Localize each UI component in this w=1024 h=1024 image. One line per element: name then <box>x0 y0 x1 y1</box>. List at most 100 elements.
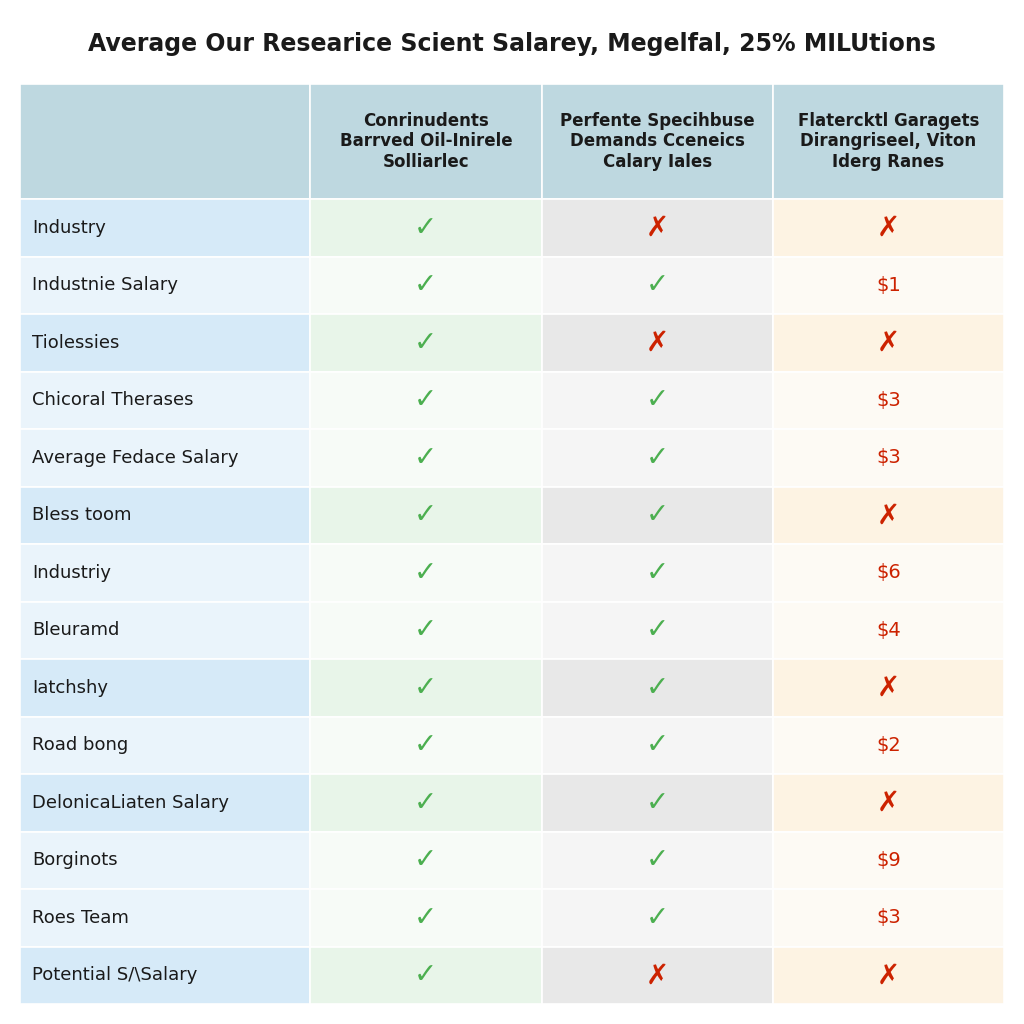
Text: ✓: ✓ <box>645 386 669 415</box>
Bar <box>542 717 773 774</box>
Bar <box>20 314 310 372</box>
Bar <box>310 486 542 544</box>
Bar <box>773 659 1004 717</box>
Bar <box>20 84 310 199</box>
Bar <box>20 372 310 429</box>
Bar <box>542 659 773 717</box>
Text: Roes Team: Roes Team <box>32 908 129 927</box>
Text: ✓: ✓ <box>645 846 669 874</box>
Bar <box>310 199 542 256</box>
Bar <box>773 717 1004 774</box>
Bar <box>20 889 310 946</box>
Text: ✗: ✗ <box>877 788 900 817</box>
Bar <box>542 486 773 544</box>
Text: $3: $3 <box>876 908 901 928</box>
Text: ✗: ✗ <box>645 329 669 356</box>
Bar <box>773 84 1004 199</box>
Text: ✓: ✓ <box>645 616 669 644</box>
Text: ✓: ✓ <box>415 502 437 529</box>
Bar <box>773 199 1004 256</box>
Text: Road bong: Road bong <box>32 736 128 755</box>
Text: Industnie Salary: Industnie Salary <box>32 276 178 294</box>
Text: $2: $2 <box>876 736 901 755</box>
Text: ✓: ✓ <box>645 731 669 759</box>
Bar <box>773 429 1004 486</box>
Bar <box>310 889 542 946</box>
Text: $3: $3 <box>876 391 901 410</box>
Bar <box>773 889 1004 946</box>
Bar <box>20 544 310 601</box>
Bar <box>773 774 1004 831</box>
Bar <box>542 372 773 429</box>
Text: Conrinudents
Barrved Oil-Inirele
Solliarlес: Conrinudents Barrved Oil-Inirele Solliar… <box>340 112 512 171</box>
Bar <box>20 601 310 659</box>
Text: Bless toom: Bless toom <box>32 506 131 524</box>
Bar <box>310 601 542 659</box>
Bar <box>542 429 773 486</box>
Text: ✓: ✓ <box>415 616 437 644</box>
Bar <box>542 946 773 1004</box>
Text: $3: $3 <box>876 449 901 467</box>
Text: ✓: ✓ <box>415 674 437 701</box>
Bar <box>20 256 310 314</box>
Text: Flatercktl Garagets
Dirangriseel, Viton
Iderg Ranes: Flatercktl Garagets Dirangriseel, Viton … <box>798 112 979 171</box>
Bar <box>310 946 542 1004</box>
Bar <box>773 314 1004 372</box>
Text: Bleuramd: Bleuramd <box>32 622 120 639</box>
Text: ✗: ✗ <box>877 962 900 989</box>
Text: ✓: ✓ <box>645 788 669 817</box>
Bar <box>20 946 310 1004</box>
Text: ✓: ✓ <box>415 271 437 299</box>
Text: ✓: ✓ <box>415 846 437 874</box>
Bar <box>773 831 1004 889</box>
Text: Industriy: Industriy <box>32 564 111 582</box>
Bar <box>310 372 542 429</box>
Text: ✓: ✓ <box>415 788 437 817</box>
Text: ✗: ✗ <box>877 502 900 529</box>
Text: $6: $6 <box>876 563 901 583</box>
Bar <box>542 601 773 659</box>
Text: Iatchshy: Iatchshy <box>32 679 108 696</box>
Text: $9: $9 <box>876 851 901 869</box>
Text: ✓: ✓ <box>645 559 669 587</box>
Bar <box>20 199 310 256</box>
Bar <box>773 946 1004 1004</box>
Text: Industry: Industry <box>32 219 105 237</box>
Bar <box>542 256 773 314</box>
Text: Potential S/\Salary: Potential S/\Salary <box>32 967 198 984</box>
Text: ✓: ✓ <box>415 214 437 242</box>
Bar <box>773 486 1004 544</box>
Bar <box>773 256 1004 314</box>
Text: ✗: ✗ <box>645 962 669 989</box>
Bar <box>542 314 773 372</box>
Text: ✓: ✓ <box>645 443 669 472</box>
Text: ✓: ✓ <box>645 502 669 529</box>
Bar <box>20 774 310 831</box>
Text: ✓: ✓ <box>415 962 437 989</box>
Text: ✓: ✓ <box>645 271 669 299</box>
Text: ✓: ✓ <box>415 904 437 932</box>
Bar <box>773 544 1004 601</box>
Text: $1: $1 <box>876 275 901 295</box>
Bar <box>310 544 542 601</box>
Bar <box>20 831 310 889</box>
Bar <box>542 889 773 946</box>
Bar <box>310 314 542 372</box>
Bar <box>20 659 310 717</box>
Text: Borginots: Borginots <box>32 851 118 869</box>
Text: ✓: ✓ <box>645 674 669 701</box>
Bar <box>310 256 542 314</box>
Bar <box>773 601 1004 659</box>
Text: ✓: ✓ <box>415 443 437 472</box>
Text: ✓: ✓ <box>415 559 437 587</box>
Bar <box>310 774 542 831</box>
Bar <box>310 831 542 889</box>
Text: ✗: ✗ <box>645 214 669 242</box>
Text: ✓: ✓ <box>645 904 669 932</box>
Bar <box>542 831 773 889</box>
Text: ✓: ✓ <box>415 386 437 415</box>
Bar <box>542 774 773 831</box>
Bar <box>310 84 542 199</box>
Bar <box>542 84 773 199</box>
Bar <box>20 486 310 544</box>
